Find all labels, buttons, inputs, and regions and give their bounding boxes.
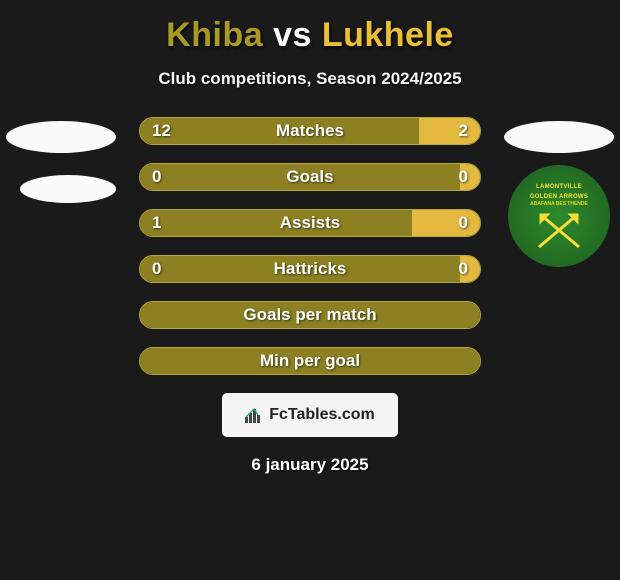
fctables-text: FcTables.com [269, 406, 375, 424]
placeholder-badge-left-bottom [20, 175, 116, 203]
stat-left-segment: 12 [140, 118, 419, 144]
stat-right-value: 0 [459, 167, 468, 187]
subtitle: Club competitions, Season 2024/2025 [0, 69, 620, 89]
club-badge-line3: ABAFANA BES'THENDE [530, 201, 588, 207]
fctables-logo: FcTables.com [222, 393, 398, 437]
stat-row-hattricks: 00Hattricks [139, 255, 481, 283]
stat-left-segment [140, 302, 480, 328]
stat-right-value: 2 [459, 121, 468, 141]
stat-row-goals-per-match: Goals per match [139, 301, 481, 329]
stat-left-segment: 0 [140, 164, 460, 190]
chart-area: LAMONTVILLE GOLDEN ARROWS ABAFANA BES'TH… [0, 117, 620, 375]
stat-left-value: 0 [152, 259, 161, 279]
date-label: 6 january 2025 [0, 455, 620, 475]
stat-right-segment: 0 [460, 164, 480, 190]
stat-left-value: 1 [152, 213, 161, 233]
club-badge-line1: LAMONTVILLE [536, 184, 582, 190]
stat-right-segment: 2 [419, 118, 480, 144]
stat-right-value: 0 [459, 213, 468, 233]
stat-left-segment: 0 [140, 256, 460, 282]
stat-left-value: 0 [152, 167, 161, 187]
stat-row-assists: 10Assists [139, 209, 481, 237]
player2-name: Lukhele [322, 16, 454, 54]
stat-left-segment: 1 [140, 210, 412, 236]
stat-right-segment: 0 [412, 210, 480, 236]
crossed-arrows-icon [533, 211, 585, 253]
bar-chart-icon [245, 407, 263, 423]
stat-right-value: 0 [459, 259, 468, 279]
stat-row-min-per-goal: Min per goal [139, 347, 481, 375]
stat-bars: 122Matches00Goals10Assists00HattricksGoa… [139, 117, 481, 375]
infographic-container: Khiba vs Lukhele Club competitions, Seas… [0, 0, 620, 475]
title-vs: vs [273, 16, 322, 54]
placeholder-badge-right-top [504, 121, 614, 153]
stat-left-segment [140, 348, 480, 374]
placeholder-badge-left-top [6, 121, 116, 153]
club-badge-golden-arrows: LAMONTVILLE GOLDEN ARROWS ABAFANA BES'TH… [508, 165, 610, 267]
player1-name: Khiba [166, 16, 263, 54]
stat-left-value: 12 [152, 121, 171, 141]
comparison-title: Khiba vs Lukhele [0, 16, 620, 55]
stat-right-segment: 0 [460, 256, 480, 282]
club-badge-line2: GOLDEN ARROWS [530, 194, 588, 200]
stat-row-goals: 00Goals [139, 163, 481, 191]
stat-row-matches: 122Matches [139, 117, 481, 145]
